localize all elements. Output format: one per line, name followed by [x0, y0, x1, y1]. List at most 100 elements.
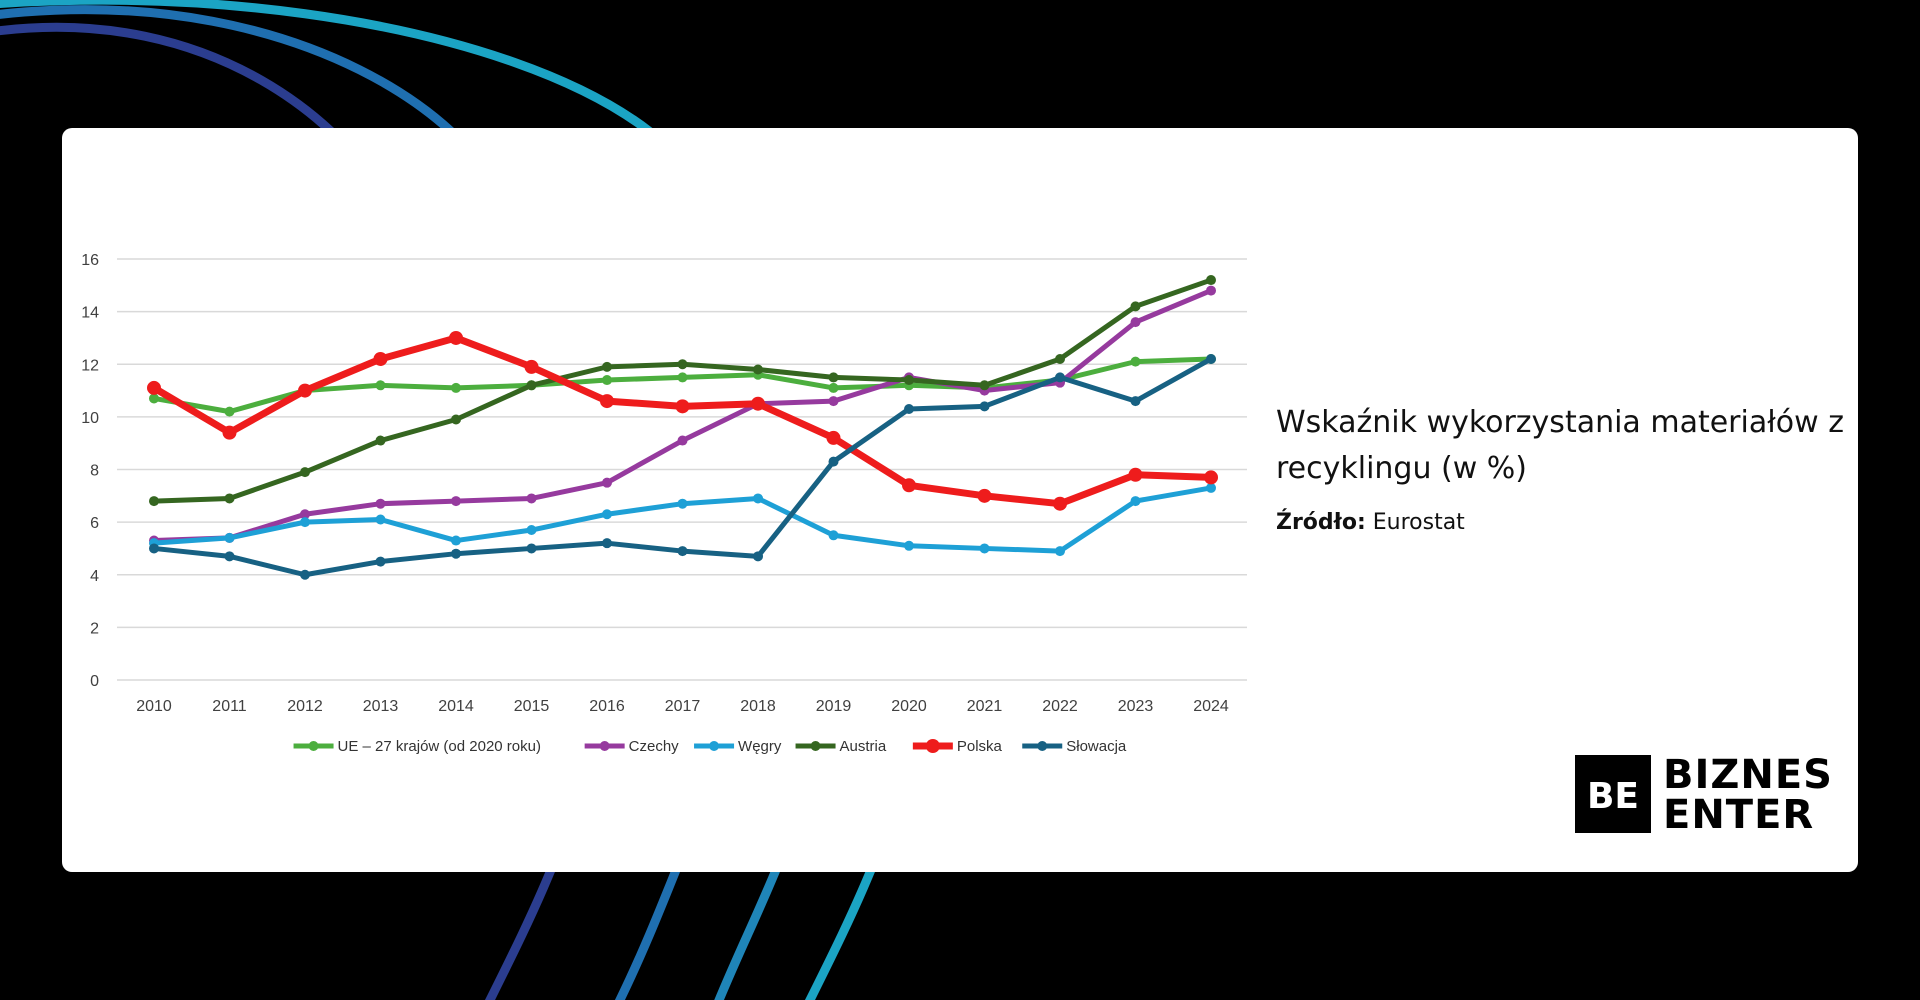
data-point [902, 478, 916, 493]
series-5 [149, 353, 1216, 580]
data-point [149, 496, 159, 507]
legend-item: UE – 27 krajów (od 2020 roku) [293, 738, 541, 755]
data-point [753, 493, 763, 504]
arc-dark-blue [0, 22, 344, 144]
data-point [1055, 372, 1065, 383]
data-point [147, 380, 161, 395]
data-point [677, 359, 688, 370]
data-point [979, 543, 990, 554]
axis-ticks: 0 2 4 6 8 10 12 14 16 2010 2011 2012 2013 2014 2015 201… [81, 252, 1229, 715]
data-point [224, 551, 235, 562]
data-point [751, 396, 765, 411]
data-point [298, 383, 312, 398]
data-point [600, 394, 614, 409]
x-tick-label: 2014 [438, 698, 474, 715]
legend-label: Węgry [738, 738, 782, 755]
data-point [977, 488, 992, 503]
data-point [602, 477, 612, 488]
logo-word-enter: ENTER [1663, 792, 1815, 838]
data-point [300, 569, 310, 580]
arc-teal-bottom [804, 858, 880, 1000]
x-tick-label: 2023 [1118, 698, 1154, 715]
data-point [979, 401, 990, 412]
data-point [224, 532, 235, 543]
data-point [1130, 496, 1141, 507]
legend-swatch-marker [925, 739, 940, 753]
data-point [828, 456, 839, 467]
data-point [1206, 275, 1216, 286]
data-point [828, 372, 839, 383]
data-point [149, 543, 159, 554]
data-point [222, 425, 237, 440]
legend-label: Czechy [629, 738, 680, 755]
source-value: Eurostat [1372, 510, 1465, 535]
data-point [375, 556, 386, 567]
line-chart: 0 2 4 6 8 10 12 14 16 2010 2011 2012 2013 2014 2015 201… [81, 252, 1247, 755]
legend-label: Słowacja [1066, 738, 1127, 755]
data-point [904, 403, 914, 414]
x-tick-label: 2017 [665, 698, 701, 715]
legend-swatch-marker [1037, 741, 1048, 751]
series-lines [147, 275, 1218, 580]
data-point [675, 399, 690, 414]
data-point [451, 535, 461, 546]
data-point [602, 361, 612, 372]
x-tick-label: 2019 [816, 698, 852, 715]
x-tick-label: 2024 [1193, 698, 1229, 715]
data-point [375, 435, 386, 446]
arc-dark-blue-bottom [484, 858, 560, 1000]
data-point [979, 380, 990, 391]
data-point [1055, 353, 1065, 364]
data-point [828, 396, 839, 407]
data-point [602, 509, 612, 520]
data-point [526, 380, 537, 391]
data-point [526, 525, 537, 536]
logo-mark-text: BE [1587, 776, 1639, 817]
source-label: Źródło: [1276, 510, 1366, 535]
data-point [1130, 396, 1141, 407]
data-point [826, 430, 841, 445]
data-point [753, 364, 763, 375]
data-point [449, 330, 463, 345]
data-point [1130, 301, 1141, 312]
arc-blue-bottom [614, 858, 685, 1000]
data-point [1128, 467, 1143, 482]
y-tick-label: 10 [81, 410, 99, 427]
x-tick-label: 2022 [1042, 698, 1078, 715]
data-point [524, 359, 539, 374]
y-tick-label: 6 [90, 515, 99, 532]
chart-card: 0 2 4 6 8 10 12 14 16 2010 2011 2012 2013 2014 2015 201… [62, 128, 1858, 872]
x-tick-label: 2012 [287, 698, 323, 715]
chart-title: Wskaźnik wykorzystania materiałów z recy… [1276, 405, 1844, 486]
data-point [677, 435, 688, 446]
data-point [904, 540, 914, 551]
series-line [151, 485, 1214, 554]
arc-teal-1 [0, 0, 663, 144]
data-point [828, 530, 839, 541]
data-point [224, 493, 235, 504]
legend-swatch-marker [709, 741, 720, 751]
x-tick-label: 2013 [363, 698, 399, 715]
legend-label: UE – 27 krajów (od 2020 roku) [338, 738, 541, 755]
legend-item: Węgry [694, 738, 782, 755]
legend-item: Polska [912, 738, 1003, 755]
data-point [451, 496, 461, 507]
legend-swatch-marker [810, 741, 821, 751]
legend: UE – 27 krajów (od 2020 roku) Czechy Węgry… [293, 738, 1127, 755]
legend-swatch-marker [308, 741, 319, 751]
y-tick-label: 8 [90, 463, 99, 480]
data-point [526, 493, 537, 504]
y-tick-label: 14 [81, 305, 99, 322]
data-point [375, 380, 386, 391]
logo-word-bizness: BIZNES [1663, 752, 1833, 798]
data-point [677, 546, 688, 557]
series-2 [149, 482, 1216, 557]
legend-label: Polska [957, 738, 1003, 755]
data-point [300, 517, 310, 528]
data-point [149, 393, 159, 404]
x-tick-label: 2015 [514, 698, 550, 715]
data-point [300, 509, 310, 520]
data-point [677, 372, 688, 383]
arc-blue-bottom-2 [714, 858, 785, 1000]
series-4 [147, 330, 1218, 511]
